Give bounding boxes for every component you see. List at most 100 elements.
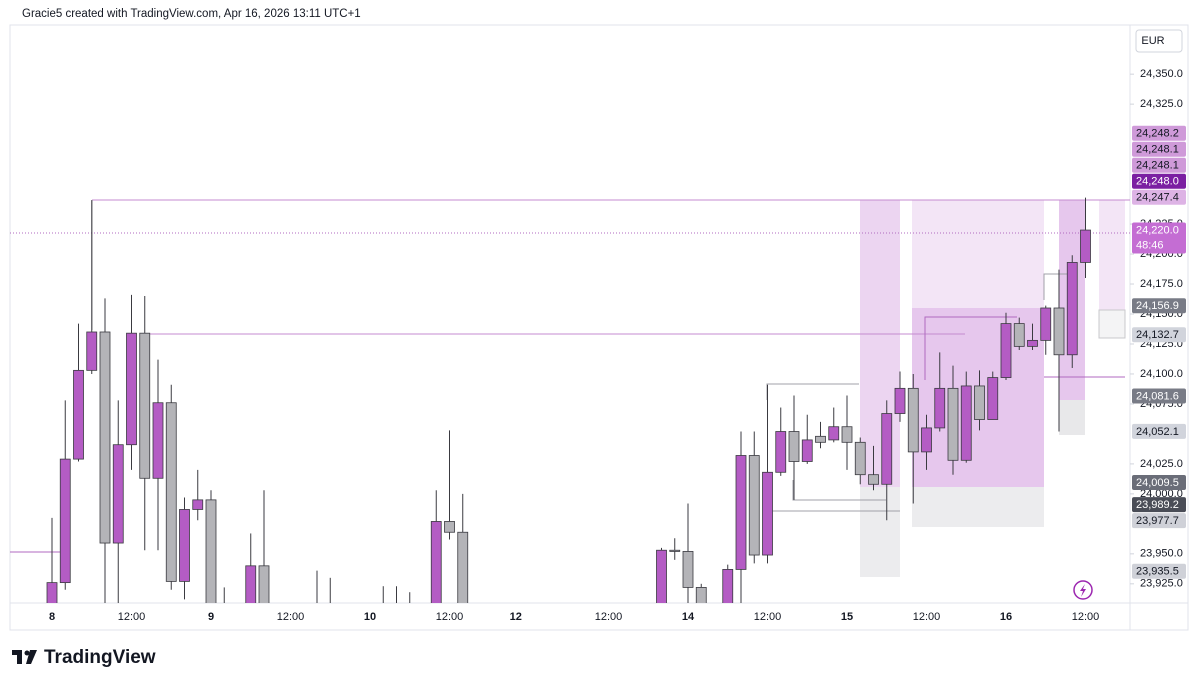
x-tick-label: 12:00 — [436, 611, 464, 623]
x-tick-label: 10 — [364, 611, 376, 623]
candle-body — [775, 431, 787, 473]
price-tag-label: 24,081.6 — [1136, 390, 1179, 402]
x-tick-label: 15 — [841, 611, 853, 623]
price-tag-label: 23,935.5 — [1136, 566, 1179, 578]
candle-body — [1027, 339, 1038, 347]
candle-body — [126, 332, 137, 446]
price-tag-label: 24,220.0 — [1136, 224, 1179, 236]
candle-body — [1040, 307, 1052, 341]
candle-body — [1053, 307, 1065, 356]
level-line — [924, 316, 1017, 380]
candle-body — [99, 331, 111, 544]
candles — [46, 197, 1091, 603]
candle-body — [854, 441, 866, 476]
price-tag-label: 24,132.7 — [1136, 329, 1179, 341]
candle-body — [86, 331, 98, 371]
price-tag-label: 24,248.1 — [1136, 144, 1179, 156]
price-tag — [1132, 327, 1186, 343]
x-tick-label: 14 — [682, 611, 695, 623]
candle-body — [444, 521, 455, 533]
y-tick-label: 23,950.0 — [1140, 548, 1183, 560]
candle-body — [815, 435, 826, 443]
zone — [1098, 309, 1126, 339]
price-tag — [1132, 141, 1186, 157]
price-tag-label: 23,977.7 — [1136, 515, 1179, 527]
candle-body — [1080, 229, 1091, 263]
candle-body — [1013, 323, 1025, 347]
level-line — [792, 480, 886, 501]
price-tag-label: 24,248.1 — [1136, 160, 1179, 172]
candle-body — [748, 455, 760, 556]
y-tick-label: 24,175.0 — [1140, 278, 1183, 290]
y-tick-label: 24,350.0 — [1140, 68, 1183, 80]
candle-body — [828, 426, 840, 441]
price-tag-label: 23,989.2 — [1136, 499, 1179, 511]
candle-body — [112, 444, 124, 544]
candle-body — [258, 565, 270, 603]
price-tag — [1132, 189, 1186, 205]
candle-body — [934, 387, 946, 429]
candle-body — [921, 427, 932, 453]
candle-body — [695, 587, 707, 603]
candle-body — [152, 402, 164, 479]
x-tick-label: 12:00 — [1072, 611, 1100, 623]
candle-body — [430, 521, 442, 603]
x-tick-label: 12 — [510, 611, 522, 623]
price-tag — [1132, 125, 1186, 141]
candle-body — [1066, 262, 1078, 356]
candle-body — [762, 471, 773, 556]
candle-body — [656, 549, 667, 603]
y-tick-label: 24,100.0 — [1140, 368, 1183, 380]
x-tick-label: 12:00 — [277, 611, 305, 623]
currency-box[interactable] — [1135, 29, 1183, 53]
price-tag — [1132, 563, 1186, 579]
candle-body — [841, 426, 853, 443]
logo-text: TradingView — [44, 647, 156, 668]
price-tag — [1132, 474, 1186, 490]
price-tag — [1132, 157, 1186, 173]
candle-body — [801, 439, 813, 462]
drawings — [10, 199, 1130, 577]
y-tick-label: 24,000.0 — [1140, 488, 1183, 500]
price-tag — [1132, 298, 1186, 314]
logo-mark — [12, 650, 37, 664]
x-tick-label: 16 — [1000, 611, 1012, 623]
candle-body — [788, 431, 800, 462]
candle-body — [245, 565, 257, 603]
price-tag-label: 24,248.0 — [1136, 176, 1179, 188]
chart-frame — [9, 24, 1189, 631]
candle-body — [881, 413, 893, 485]
price-tag — [1132, 222, 1186, 254]
x-tick-label: 8 — [49, 611, 55, 623]
candle-body — [960, 385, 972, 461]
x-tick-label: 9 — [208, 611, 214, 623]
zone — [860, 487, 900, 577]
zone — [912, 200, 1044, 308]
price-tag-countdown: 48:46 — [1136, 239, 1164, 251]
price-tag-label: 24,052.1 — [1136, 426, 1179, 438]
candle-body — [907, 387, 919, 453]
y-tick-label: 24,325.0 — [1140, 98, 1183, 110]
candle-body — [868, 474, 879, 485]
candle-body — [192, 499, 204, 510]
x-tick-label: 12:00 — [913, 611, 941, 623]
price-tag — [1132, 513, 1186, 529]
candle-body — [457, 531, 469, 603]
candle-body — [722, 569, 734, 603]
lightning-icon — [1080, 584, 1086, 597]
candle-body — [73, 369, 84, 460]
candle-body — [987, 377, 999, 420]
level-line — [1043, 273, 1075, 300]
header-text: Gracie5 created with TradingView.com, Ap… — [22, 8, 361, 20]
candle-body — [669, 549, 681, 552]
candle-body — [46, 582, 58, 603]
candle-body — [59, 458, 71, 584]
zone — [1059, 400, 1085, 435]
candle-body — [974, 385, 985, 420]
x-tick-label: 12:00 — [754, 611, 782, 623]
candle-body — [735, 455, 747, 570]
zone — [860, 200, 900, 487]
x-tick-label: 12:00 — [595, 611, 623, 623]
price-tag-label: 24,247.4 — [1136, 192, 1179, 204]
